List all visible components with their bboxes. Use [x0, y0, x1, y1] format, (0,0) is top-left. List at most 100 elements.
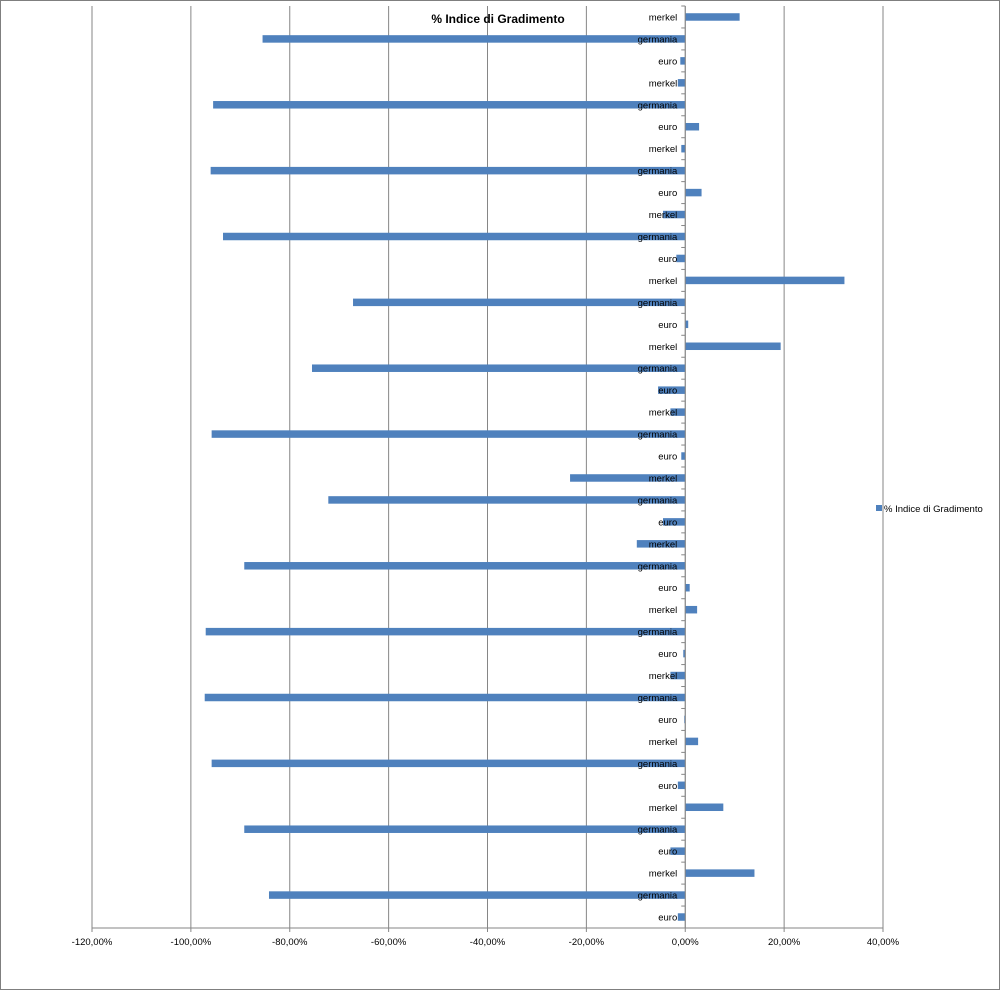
bar-euro: [670, 847, 686, 855]
x-axis: -120,00% -100,00% -80,00% -60,00% -40,00% -20…: [72, 927, 900, 948]
bar-merkel: [636, 540, 686, 548]
bar-euro: [676, 254, 686, 263]
category-label: germania: [638, 891, 678, 902]
bar-euro: [658, 386, 686, 394]
category-label: euro: [658, 583, 677, 594]
bar-germania: [244, 825, 686, 833]
gridlines: [91, 6, 884, 928]
bar-merkel: [677, 79, 686, 87]
bar-germania: [262, 35, 686, 43]
x-tick-label: -80,00%: [272, 937, 308, 948]
category-label: merkel: [649, 737, 678, 748]
category-label: euro: [658, 56, 677, 67]
category-label: euro: [658, 386, 677, 397]
bar-merkel: [685, 737, 699, 746]
bar-merkel: [685, 342, 781, 351]
category-label: euro: [658, 320, 677, 331]
bar-germania: [353, 298, 686, 307]
bar-euro: [677, 913, 686, 921]
bar-merkel: [670, 408, 686, 416]
category-label: germania: [638, 693, 678, 704]
bar-germania: [223, 232, 686, 241]
category-label: germania: [638, 561, 678, 572]
category-label: euro: [658, 254, 677, 265]
x-tick-label: -60,00%: [371, 937, 407, 948]
bar-merkel: [681, 144, 686, 153]
category-label: merkel: [649, 408, 678, 419]
bar-germania: [204, 693, 686, 702]
bar-euro: [685, 583, 690, 592]
bar-merkel: [570, 474, 686, 482]
category-label: merkel: [649, 605, 678, 616]
legend: % Indice di Gradimento: [876, 504, 983, 515]
x-tick-label: -40,00%: [470, 937, 506, 948]
category-label: euro: [658, 122, 677, 133]
category-label: euro: [658, 649, 677, 660]
category-label: germania: [638, 825, 678, 836]
category-label: euro: [658, 188, 677, 199]
bar-euro: [663, 518, 686, 526]
bar-euro: [685, 188, 702, 197]
bar-merkel: [670, 671, 686, 680]
category-label: germania: [638, 166, 678, 177]
category-label: germania: [638, 495, 678, 506]
category-label: euro: [658, 913, 677, 924]
legend-label: % Indice di Gradimento: [884, 504, 983, 515]
category-label: merkel: [649, 342, 678, 353]
category-label: merkel: [649, 473, 678, 484]
bar-germania: [210, 166, 686, 175]
category-label: germania: [638, 759, 678, 770]
bar-euro: [681, 452, 686, 460]
category-label: merkel: [649, 869, 678, 880]
category-label: merkel: [649, 78, 678, 89]
legend-swatch: [876, 505, 882, 511]
bar-euro: [683, 649, 686, 658]
category-label: euro: [658, 517, 677, 528]
category-label: merkel: [649, 539, 678, 550]
bar-euro: [680, 57, 686, 65]
category-label: merkel: [649, 276, 678, 287]
bar-euro: [685, 122, 700, 131]
category-label: merkel: [649, 144, 678, 155]
x-tick-label: 40,00%: [867, 937, 900, 948]
bar-merkel: [685, 605, 698, 614]
bar-germania: [244, 562, 686, 570]
bar-germania: [213, 101, 686, 109]
category-label: germania: [638, 100, 678, 111]
bar-merkel: [685, 869, 755, 877]
category-labels: merkel germania euro merkel germania euro merk…: [638, 5, 686, 929]
category-label: merkel: [649, 671, 678, 682]
bar-germania: [211, 759, 686, 768]
bar-merkel: [663, 210, 686, 219]
category-label: euro: [658, 847, 677, 858]
category-label: euro: [658, 452, 677, 463]
bar-merkel: [685, 276, 845, 285]
bar-merkel: [685, 803, 724, 812]
category-label: merkel: [649, 803, 678, 814]
x-tick-label: 20,00%: [768, 937, 801, 948]
category-label: germania: [638, 298, 678, 309]
x-tick-label: -20,00%: [569, 937, 605, 948]
bar-germania: [268, 891, 686, 899]
bar-merkel: [685, 13, 740, 21]
bar-euro: [677, 781, 686, 790]
x-tick-label: 0,00%: [672, 937, 699, 948]
category-label: germania: [638, 430, 678, 441]
x-tick-label: -100,00%: [171, 937, 212, 948]
category-label: euro: [658, 715, 677, 726]
bar-germania: [328, 496, 686, 504]
category-label: germania: [638, 34, 678, 45]
category-label: merkel: [649, 210, 678, 221]
bar-euro: [685, 320, 689, 329]
chart-title: % Indice di Gradimento: [431, 12, 564, 26]
bar-germania: [211, 430, 686, 438]
bars: [204, 13, 845, 921]
x-tick-label: -120,00%: [72, 937, 113, 948]
category-label: merkel: [649, 12, 678, 23]
category-label: germania: [638, 627, 678, 638]
category-label: germania: [638, 232, 678, 243]
bar-germania: [205, 627, 686, 636]
category-label: euro: [658, 781, 677, 792]
